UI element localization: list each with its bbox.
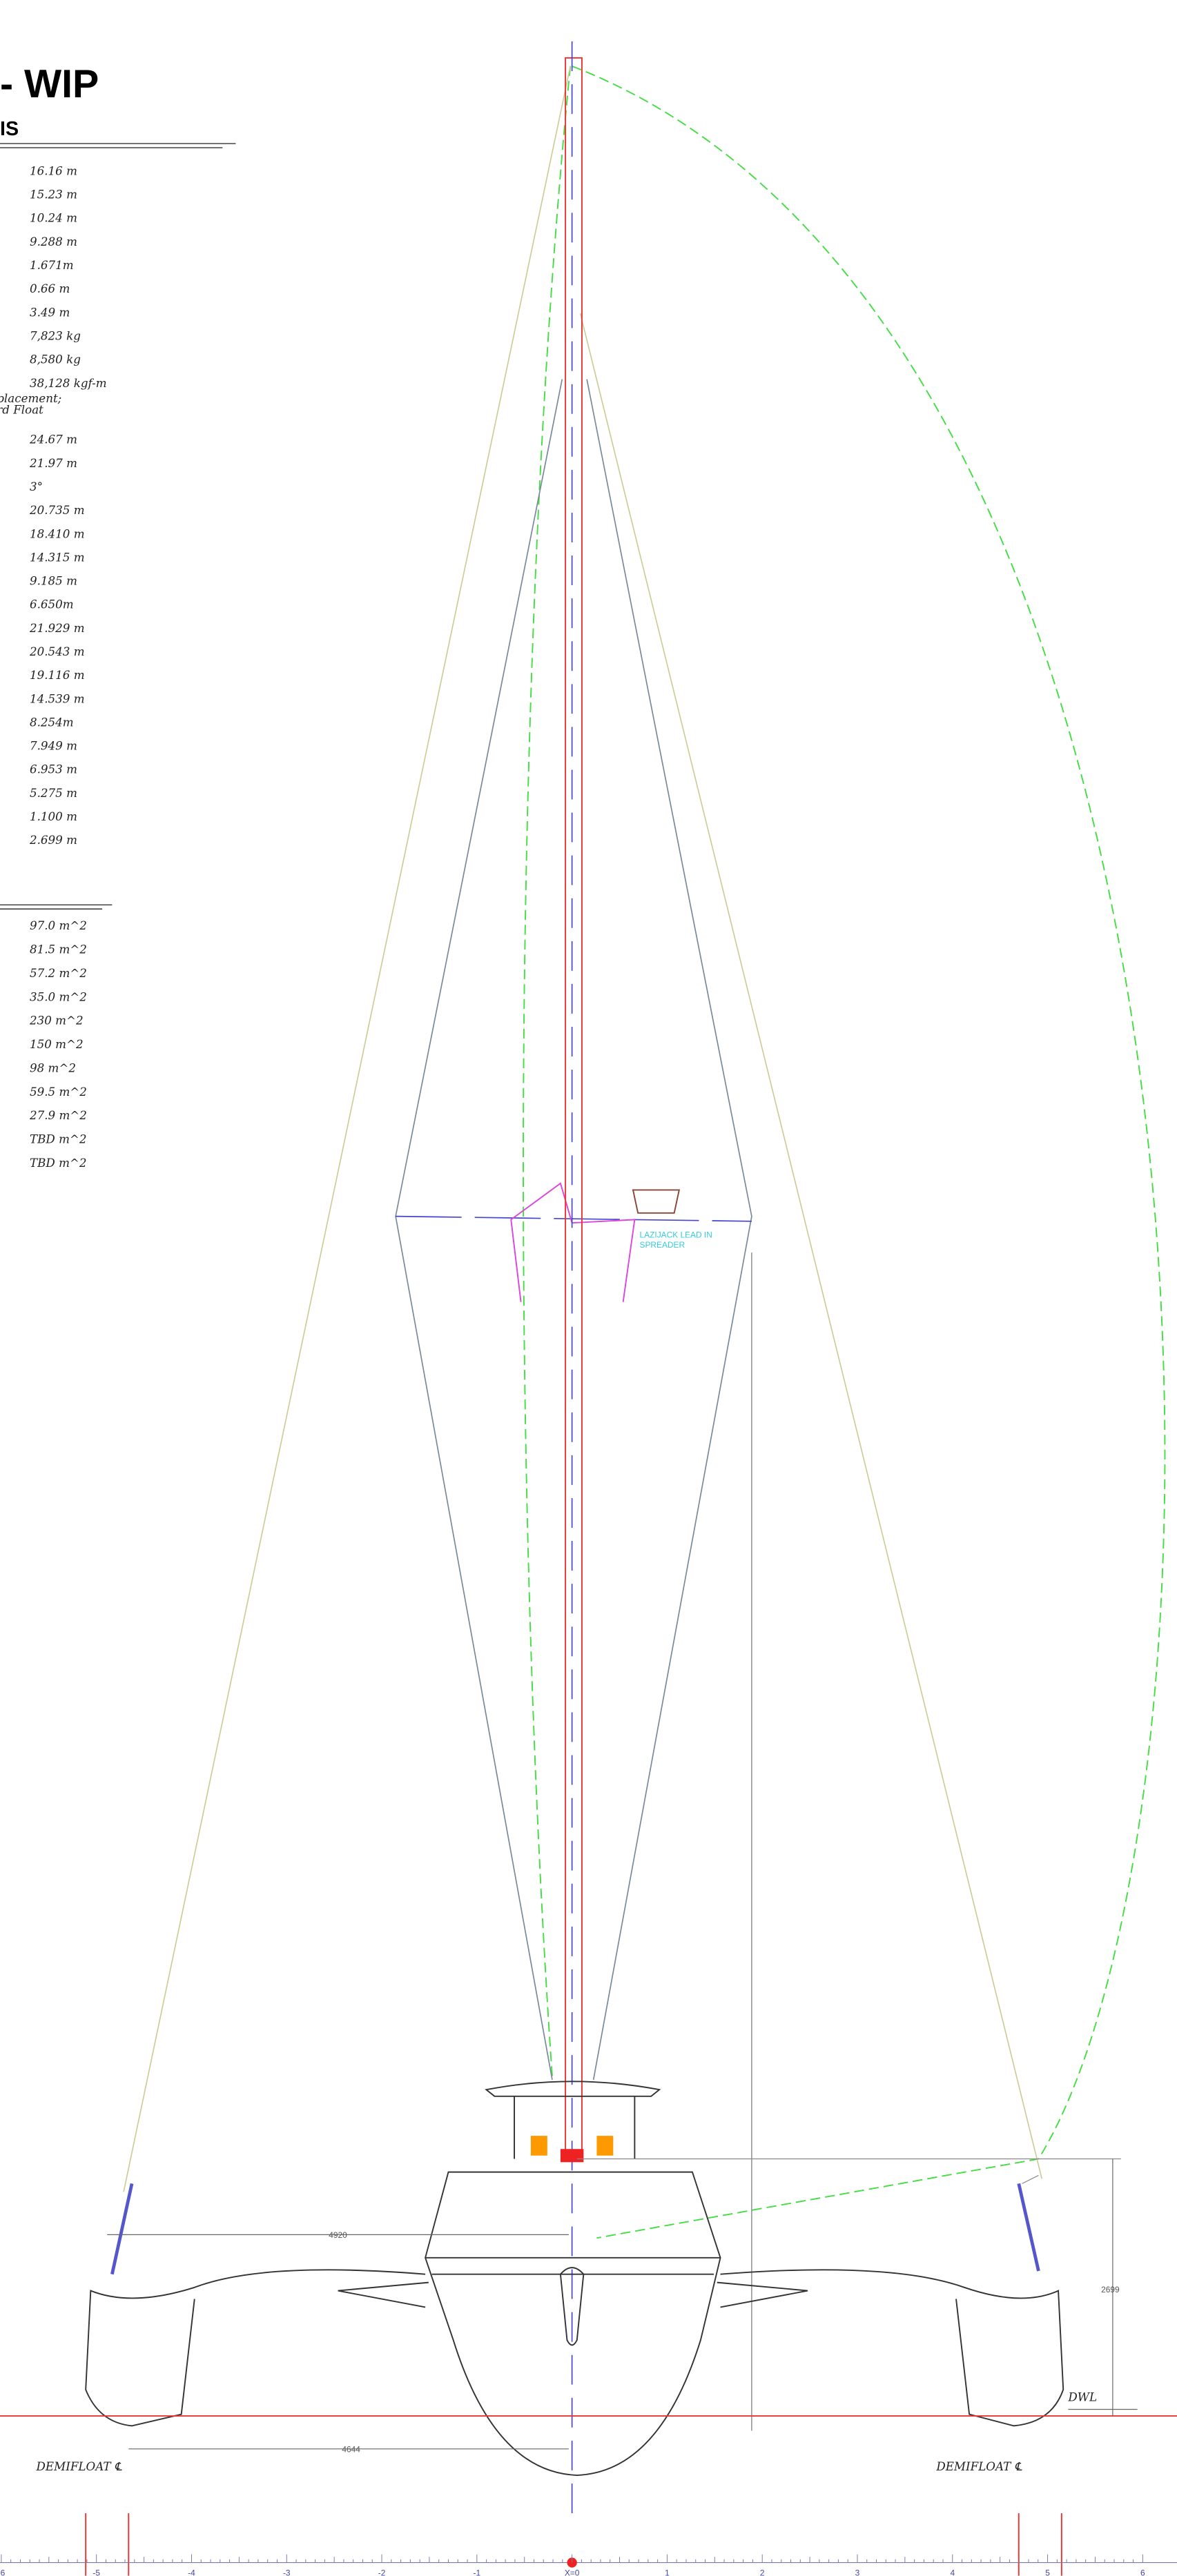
winches xyxy=(531,2136,613,2162)
spreader-note: SPREADER xyxy=(640,1240,685,1250)
dimension-value: 0.66 m xyxy=(30,282,70,295)
subtitle: IS xyxy=(0,118,19,140)
dimension-value: 3.49 m xyxy=(30,305,70,319)
area-value: 35.0 m^2 xyxy=(30,990,87,1003)
rig-dimension-value: 20.543 m xyxy=(29,645,85,658)
dimension-value: 15.23 m xyxy=(30,188,77,201)
scale-label: -1 xyxy=(474,2568,481,2576)
dimension-lines xyxy=(0,2159,1177,2449)
dimension-value: 7,823 kg xyxy=(30,328,81,342)
rig-dimension-value: 21.97 m xyxy=(29,456,77,470)
dimension-note: rd Float xyxy=(0,403,43,417)
spreader-note: LAZIJACK LEAD IN xyxy=(640,1230,712,1240)
rig-dimension-value: 8.254m xyxy=(30,715,74,729)
area-value: 81.5 m^2 xyxy=(30,943,87,956)
scale-label: -6 xyxy=(0,2568,6,2576)
scale-label: -3 xyxy=(283,2568,291,2576)
rig-dimension-value: 9.185 m xyxy=(30,574,77,588)
rig-dimension-value: 21.929 m xyxy=(29,621,85,635)
dimension-value: 8,580 kg xyxy=(30,353,81,366)
dimension-value: 10.24 m xyxy=(30,211,77,225)
rig-dimension-value: 24.67 m xyxy=(29,433,77,446)
scale-ticks xyxy=(1,2555,1142,2563)
scale-label: 4 xyxy=(950,2568,955,2576)
rig-dimension-value: 7.949 m xyxy=(30,739,77,753)
height-dimension: 2699 xyxy=(1101,2285,1120,2294)
beam-dimension: 4920 xyxy=(329,2230,347,2240)
drawing: - WIP IS xyxy=(0,0,1177,2576)
area-value: 150 m^2 xyxy=(30,1037,84,1051)
scale-label: -4 xyxy=(188,2568,195,2576)
scale-label: -2 xyxy=(378,2568,386,2576)
rig-dimension-value: 18.410 m xyxy=(30,527,85,540)
rig-dimension-value: 6.953 m xyxy=(30,763,77,776)
area-value: 27.9 m^2 xyxy=(29,1108,87,1122)
rig-dimension-value: 6.650m xyxy=(30,598,74,611)
float-dimension: 4644 xyxy=(342,2445,360,2455)
title: - WIP xyxy=(0,62,99,106)
rig-dimension-value: 14.315 m xyxy=(30,550,85,564)
area-value: 57.2 m^2 xyxy=(30,966,87,980)
rig-dimension-value: 5.275 m xyxy=(30,786,77,800)
rig-dimension-value: 1.100 m xyxy=(30,809,77,823)
rig-dimension-value: 2.699 m xyxy=(29,833,77,847)
scale-label: X=0 xyxy=(565,2568,580,2576)
area-value: 59.5 m^2 xyxy=(30,1085,87,1099)
area-value: TBD m^2 xyxy=(30,1156,87,1170)
scale-label: 1 xyxy=(665,2568,670,2576)
float-label: DEMIFLOAT ℄ xyxy=(935,2459,1022,2473)
float-label: DEMIFLOAT ℄ xyxy=(36,2459,122,2473)
dimension-value: 9.288 m xyxy=(30,235,77,248)
area-value: 230 m^2 xyxy=(29,1014,84,1028)
dimension-value: 1.671m xyxy=(30,258,74,272)
dimension-value: 38,128 kgf-m xyxy=(30,376,107,390)
scale-label: 3 xyxy=(855,2568,860,2576)
dimension-value: 16.16 m xyxy=(30,164,77,177)
rig-dimension-value: 3° xyxy=(30,480,43,493)
scale-label: 6 xyxy=(1140,2568,1145,2576)
area-value: TBD m^2 xyxy=(30,1132,87,1146)
area-value: 98 m^2 xyxy=(30,1061,76,1074)
rig-dimension-value: 20.735 m xyxy=(29,503,85,517)
area-value: 97.0 m^2 xyxy=(30,918,87,932)
rig-dimension-value: 14.539 m xyxy=(30,691,85,705)
rig xyxy=(112,41,1165,2513)
dwl-label: DWL xyxy=(1067,2390,1097,2404)
scale-label: -5 xyxy=(93,2568,100,2576)
rig-dimension-value: 19.116 m xyxy=(30,668,85,682)
scale-label: 2 xyxy=(760,2568,765,2576)
scale-label: 5 xyxy=(1045,2568,1050,2576)
